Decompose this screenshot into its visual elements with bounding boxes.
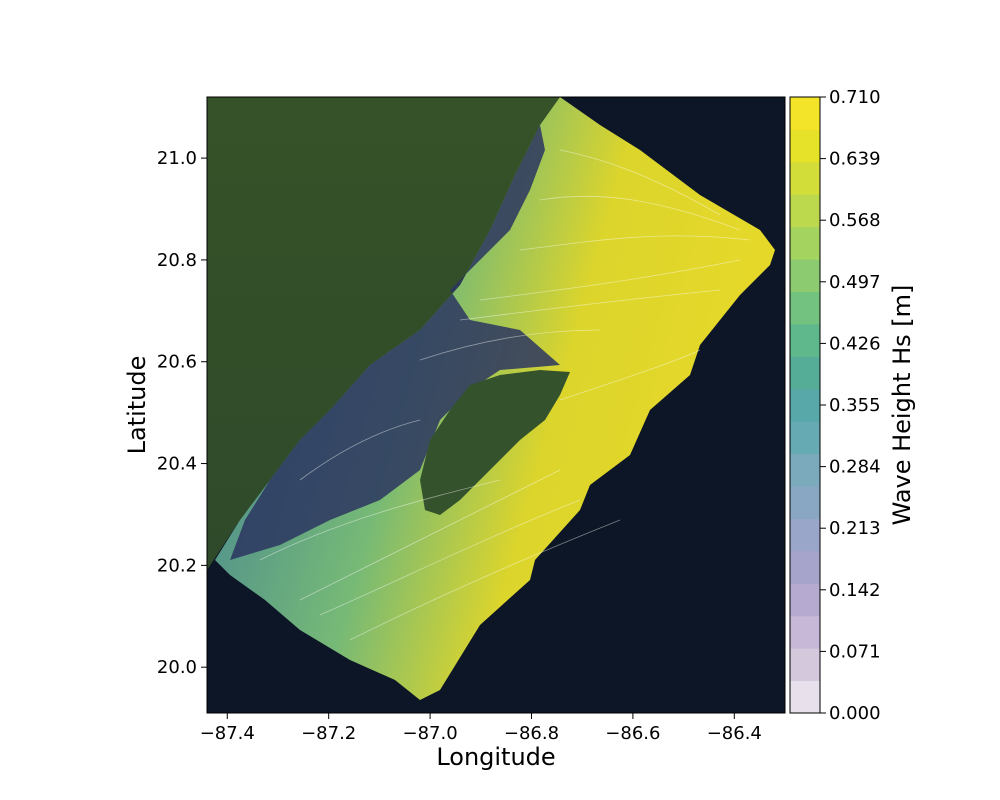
colorbar-segment bbox=[790, 550, 820, 584]
land-mainland bbox=[207, 97, 560, 570]
colorbar-tick-label: 0.213 bbox=[829, 518, 881, 539]
colorbar-tick-label: 0.355 bbox=[829, 395, 881, 416]
colorbar bbox=[790, 97, 820, 714]
colorbar-segment bbox=[790, 356, 820, 390]
sheltered-channel bbox=[230, 125, 560, 560]
map-area bbox=[207, 97, 785, 713]
y-tick-label: 20.2 bbox=[157, 555, 197, 576]
wave-streamlines bbox=[259, 149, 751, 641]
x-tick-label: −87.4 bbox=[200, 723, 255, 744]
colorbar-tick-label: 0.426 bbox=[829, 333, 881, 354]
colorbar-segment bbox=[790, 648, 820, 682]
colorbar-segment bbox=[790, 583, 820, 617]
map-frame bbox=[206, 96, 786, 714]
y-tick-label: 20.0 bbox=[157, 657, 197, 678]
colorbar-segment bbox=[790, 97, 820, 130]
x-tick-label: −86.6 bbox=[605, 723, 660, 744]
colorbar-segment bbox=[790, 323, 820, 357]
colorbar-segment bbox=[790, 226, 820, 260]
colorbar-segment bbox=[790, 388, 820, 422]
x-tick-label: −86.8 bbox=[504, 723, 559, 744]
y-tick-label: 20.4 bbox=[157, 454, 197, 475]
colorbar-segment bbox=[790, 518, 820, 552]
colorbar-segment bbox=[790, 453, 820, 487]
y-tick-label: 20.8 bbox=[157, 250, 197, 271]
colorbar-segment bbox=[790, 259, 820, 293]
colorbar-ticks: 0.710 0.639 0.568 0.497 0.426 0.355 0.284 0.213… bbox=[820, 87, 881, 724]
colorbar-segment bbox=[790, 291, 820, 325]
y-axis-label: Latitude bbox=[123, 356, 151, 455]
colorbar-tick-label: 0.071 bbox=[829, 641, 881, 662]
colorbar-segment bbox=[790, 161, 820, 195]
colorbar-tick-label: 0.142 bbox=[829, 580, 881, 601]
colorbar-segment bbox=[790, 194, 820, 228]
x-tick-label: −87.2 bbox=[301, 723, 356, 744]
x-tick-label: −87.0 bbox=[403, 723, 458, 744]
colorbar-tick-label: 0.710 bbox=[829, 87, 881, 108]
colorbar-segment bbox=[790, 680, 820, 714]
colorbar-segment bbox=[790, 129, 820, 163]
y-tick-label: 20.6 bbox=[157, 352, 197, 373]
y-tick-label: 21.0 bbox=[157, 148, 197, 169]
colorbar-segment bbox=[790, 421, 820, 455]
colorbar-tick-label: 0.284 bbox=[829, 457, 881, 478]
colorbar-tick-label: 0.639 bbox=[829, 149, 881, 170]
y-axis: 20.0 20.2 20.4 20.6 20.8 21.0 bbox=[157, 148, 207, 678]
x-axis-label: Longitude bbox=[436, 743, 555, 771]
island-cozumel bbox=[420, 370, 570, 515]
colorbar-segment bbox=[790, 615, 820, 649]
colorbar-tick-label: 0.497 bbox=[829, 272, 881, 293]
colorbar-tick-label: 0.000 bbox=[829, 703, 881, 724]
x-axis: −87.4 −87.2 −87.0 −86.8 −86.6 −86.4 bbox=[200, 713, 762, 744]
colorbar-tick-label: 0.568 bbox=[829, 210, 881, 231]
x-tick-label: −86.4 bbox=[707, 723, 762, 744]
colorbar-segment bbox=[790, 486, 820, 519]
colorbar-label: Wave Height Hs [m] bbox=[888, 285, 916, 526]
